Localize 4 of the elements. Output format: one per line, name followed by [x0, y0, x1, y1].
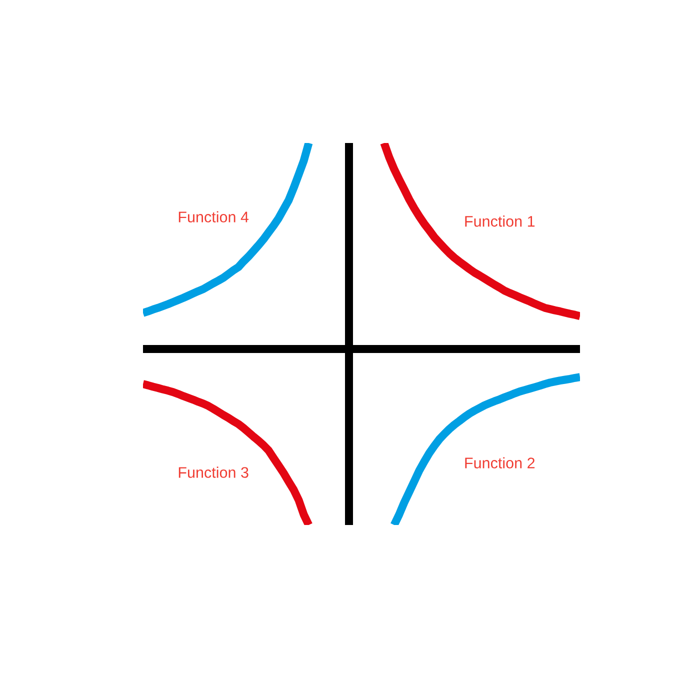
- text: Function 2: [465, 457, 535, 468]
- series-label: Function 3: [178, 466, 248, 478]
- series-label: Function 1: [465, 216, 535, 227]
- series-label: Function 4: [178, 211, 249, 222]
